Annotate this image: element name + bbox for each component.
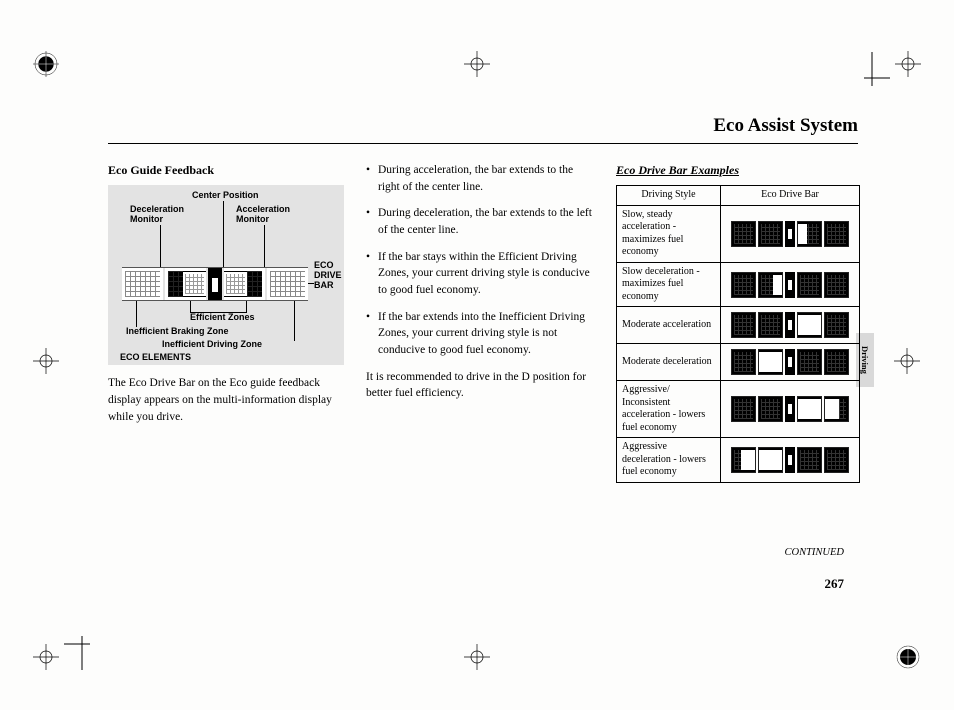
lbl-center-position: Center Position — [192, 191, 259, 201]
eco-bar-cell — [721, 262, 860, 307]
registration-mark — [895, 51, 921, 77]
col1-body: The Eco Drive Bar on the Eco guide feedb… — [108, 375, 346, 425]
table-row: Moderate deceleration — [617, 344, 860, 381]
crop-mark — [856, 52, 890, 86]
lbl-efficient-zones: Efficient Zones — [190, 313, 255, 323]
bullet: During acceleration, the bar extends to … — [366, 162, 596, 195]
bullet: If the bar stays within the Efficient Dr… — [366, 249, 596, 299]
eco-bar-cell — [721, 307, 860, 344]
bullet: If the bar extends into the Inefficient … — [366, 309, 596, 359]
title-rule — [108, 143, 858, 144]
lbl-accel-monitor: Acceleration Monitor — [236, 205, 290, 225]
col3-heading: Eco Drive Bar Examples — [616, 162, 860, 179]
table-row: Slow deceleration - maximizes fuel econo… — [617, 262, 860, 307]
driving-style-cell: Aggressive deceleration - lowers fuel ec… — [617, 438, 721, 483]
col1-heading: Eco Guide Feedback — [108, 162, 346, 179]
mini-eco-bar — [731, 349, 849, 375]
registration-mark — [464, 644, 490, 670]
registration-mark — [894, 348, 920, 374]
driving-style-cell: Slow, steady acceleration - maximizes fu… — [617, 205, 721, 262]
eco-guide-diagram: Center Position Deceleration Monitor Acc… — [108, 185, 344, 365]
table-row: Slow, steady acceleration - maximizes fu… — [617, 205, 860, 262]
mini-eco-bar — [731, 396, 849, 422]
registration-mark — [33, 51, 59, 77]
column-1: Eco Guide Feedback Center Position Decel… — [108, 162, 346, 483]
eco-bar-cell — [721, 344, 860, 381]
mini-eco-bar — [731, 447, 849, 473]
driving-style-cell: Aggressive/ Inconsistent acceleration - … — [617, 381, 721, 438]
table-row: Aggressive/ Inconsistent acceleration - … — [617, 381, 860, 438]
driving-style-cell: Slow deceleration - maximizes fuel econo… — [617, 262, 721, 307]
th-eco-drive-bar: Eco Drive Bar — [721, 186, 860, 206]
lbl-eco-drive-bar: ECO DRIVE BAR — [314, 261, 342, 291]
eco-examples-table: Driving Style Eco Drive Bar Slow, steady… — [616, 185, 860, 483]
eco-bar-cell — [721, 205, 860, 262]
table-row: Moderate acceleration — [617, 307, 860, 344]
registration-mark — [33, 644, 59, 670]
continued-label: CONTINUED — [784, 547, 844, 558]
eco-bar-cell — [721, 381, 860, 438]
col2-bullets: During acceleration, the bar extends to … — [366, 162, 596, 359]
page-number: 267 — [825, 576, 845, 592]
lbl-decel-monitor: Deceleration Monitor — [130, 205, 184, 225]
page-content: Eco Assist System Eco Guide Feedback Cen… — [108, 115, 858, 595]
col2-tail: It is recommended to drive in the D posi… — [366, 369, 596, 402]
table-row: Aggressive deceleration - lowers fuel ec… — [617, 438, 860, 483]
mini-eco-bar — [731, 221, 849, 247]
crop-mark — [64, 636, 98, 670]
lbl-eco-elements: ECO ELEMENTS — [120, 353, 191, 363]
column-3: Eco Drive Bar Examples Driving Style Eco… — [616, 162, 860, 483]
lbl-ineff-driving: Inefficient Driving Zone — [162, 340, 262, 350]
registration-mark — [464, 51, 490, 77]
bullet: During deceleration, the bar extends to … — [366, 205, 596, 238]
registration-mark — [895, 644, 921, 670]
registration-mark — [33, 348, 59, 374]
mini-eco-bar — [731, 272, 849, 298]
columns: Eco Guide Feedback Center Position Decel… — [108, 162, 858, 483]
column-2: During acceleration, the bar extends to … — [366, 162, 596, 483]
eco-drive-bar-widget — [122, 267, 308, 301]
page-title: Eco Assist System — [108, 115, 858, 137]
mini-eco-bar — [731, 312, 849, 338]
eco-bar-cell — [721, 438, 860, 483]
lbl-ineff-braking: Inefficient Braking Zone — [126, 327, 229, 337]
th-driving-style: Driving Style — [617, 186, 721, 206]
driving-style-cell: Moderate deceleration — [617, 344, 721, 381]
driving-style-cell: Moderate acceleration — [617, 307, 721, 344]
